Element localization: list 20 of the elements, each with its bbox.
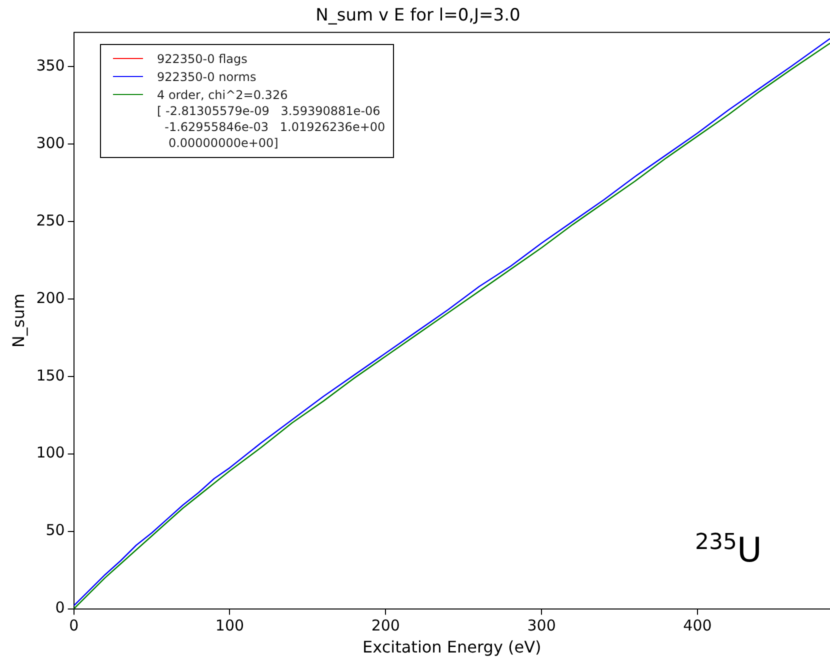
annotation: $^{235}$U — [695, 530, 762, 570]
x-tick-label: 300 — [527, 616, 556, 635]
x-tick-label: 0 — [69, 616, 79, 635]
y-tick-label: 250 — [36, 211, 65, 230]
chart-title: N_sum v E for l=0,J=3.0 — [316, 6, 520, 26]
y-tick-label: 200 — [36, 288, 65, 307]
y-axis-title: N_sum — [8, 294, 28, 348]
legend-label: 4 order, chi^2=0.326 [ -2.81305579e-09 3.59390881e-06 -1.62955846e-03 1.01926236e+00 0.00000000e+00] — [157, 87, 386, 151]
y-tick-label: 0 — [55, 598, 65, 617]
x-tick-label: 400 — [683, 616, 712, 635]
x-axis-title: Excitation Energy (eV) — [362, 638, 542, 657]
x-tick-label: 200 — [371, 616, 400, 635]
y-tick-label: 350 — [36, 56, 65, 74]
y-tick-label: 100 — [36, 444, 65, 462]
x-tick-label: 100 — [215, 616, 244, 635]
y-tick-label: 300 — [36, 134, 65, 152]
y-tick-label: 150 — [36, 366, 65, 384]
y-tick-label: 50 — [46, 521, 65, 540]
legend-label: 922350-0 norms — [157, 69, 256, 85]
legend-label: 922350-0 flags — [157, 51, 248, 67]
